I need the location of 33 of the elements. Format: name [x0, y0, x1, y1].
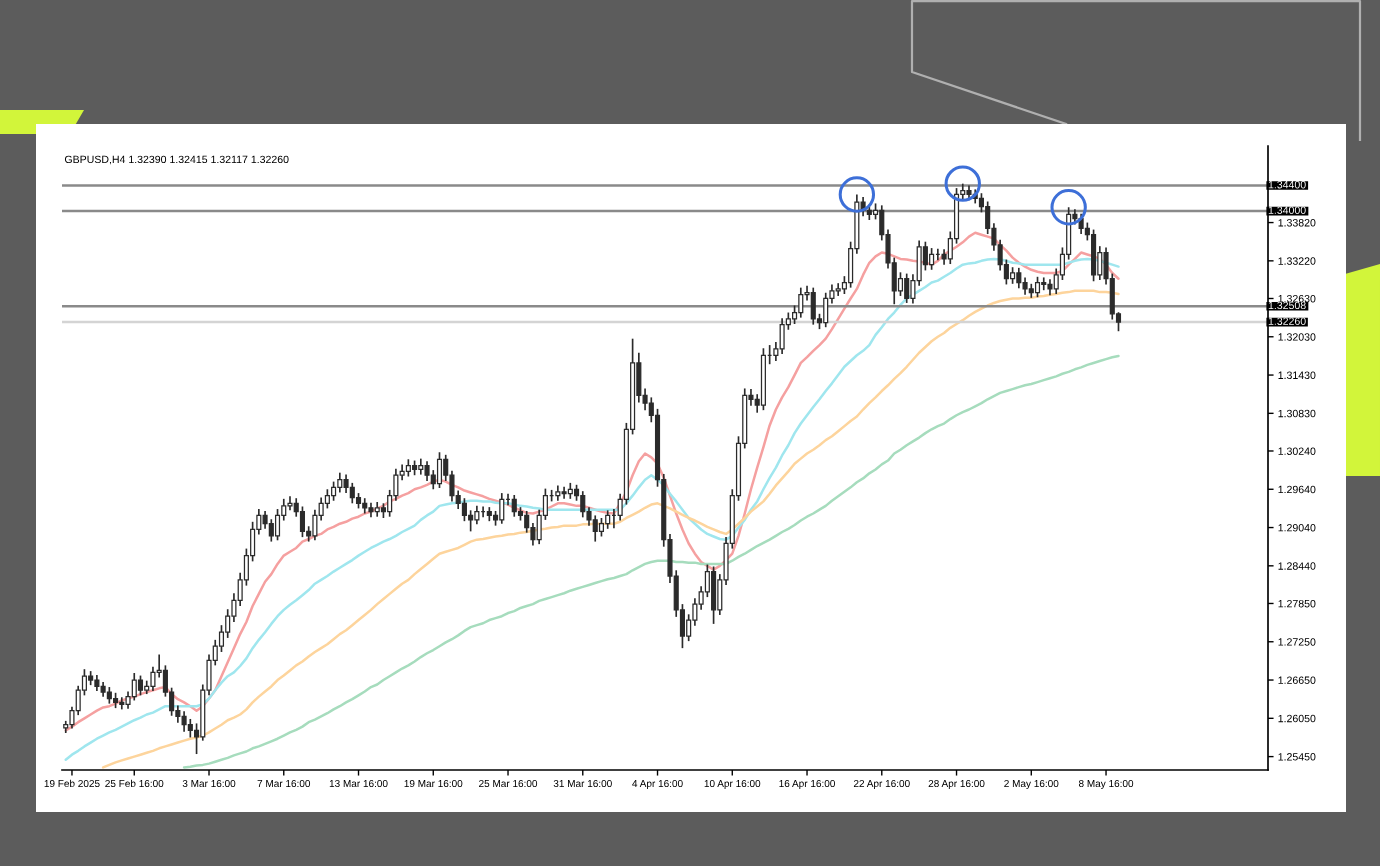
- candlestick: [131, 672, 137, 702]
- candlestick: [779, 317, 785, 355]
- candlestick: [436, 451, 443, 489]
- candlestick: [592, 514, 598, 543]
- candlestick: [929, 247, 935, 271]
- candlestick: [461, 497, 467, 523]
- candlestick: [349, 482, 355, 505]
- candlestick: [580, 490, 586, 519]
- candlestick: [137, 674, 144, 697]
- candlestick: [119, 696, 125, 711]
- candlestick: [835, 282, 841, 297]
- candlestick: [499, 492, 505, 525]
- candlestick: [299, 505, 306, 538]
- candlestick: [181, 710, 187, 733]
- candlestick: [424, 460, 430, 482]
- candlestick: [904, 272, 910, 304]
- candlestick: [605, 509, 611, 530]
- candlestick: [1016, 267, 1022, 290]
- candlestick: [268, 518, 274, 543]
- candlestick: [1091, 228, 1097, 283]
- candlestick: [1034, 275, 1041, 299]
- candlestick: [711, 565, 717, 625]
- candlestick: [598, 517, 605, 538]
- candlestick: [823, 291, 829, 329]
- candlestick: [337, 471, 343, 494]
- line-series: [182, 354, 1120, 769]
- candlestick: [331, 480, 337, 502]
- candlestick: [511, 494, 517, 518]
- candlestick: [474, 505, 480, 526]
- candlestick: [798, 286, 804, 319]
- candlestick: [1041, 276, 1047, 292]
- candlestick: [561, 485, 567, 500]
- candlestick: [810, 286, 816, 326]
